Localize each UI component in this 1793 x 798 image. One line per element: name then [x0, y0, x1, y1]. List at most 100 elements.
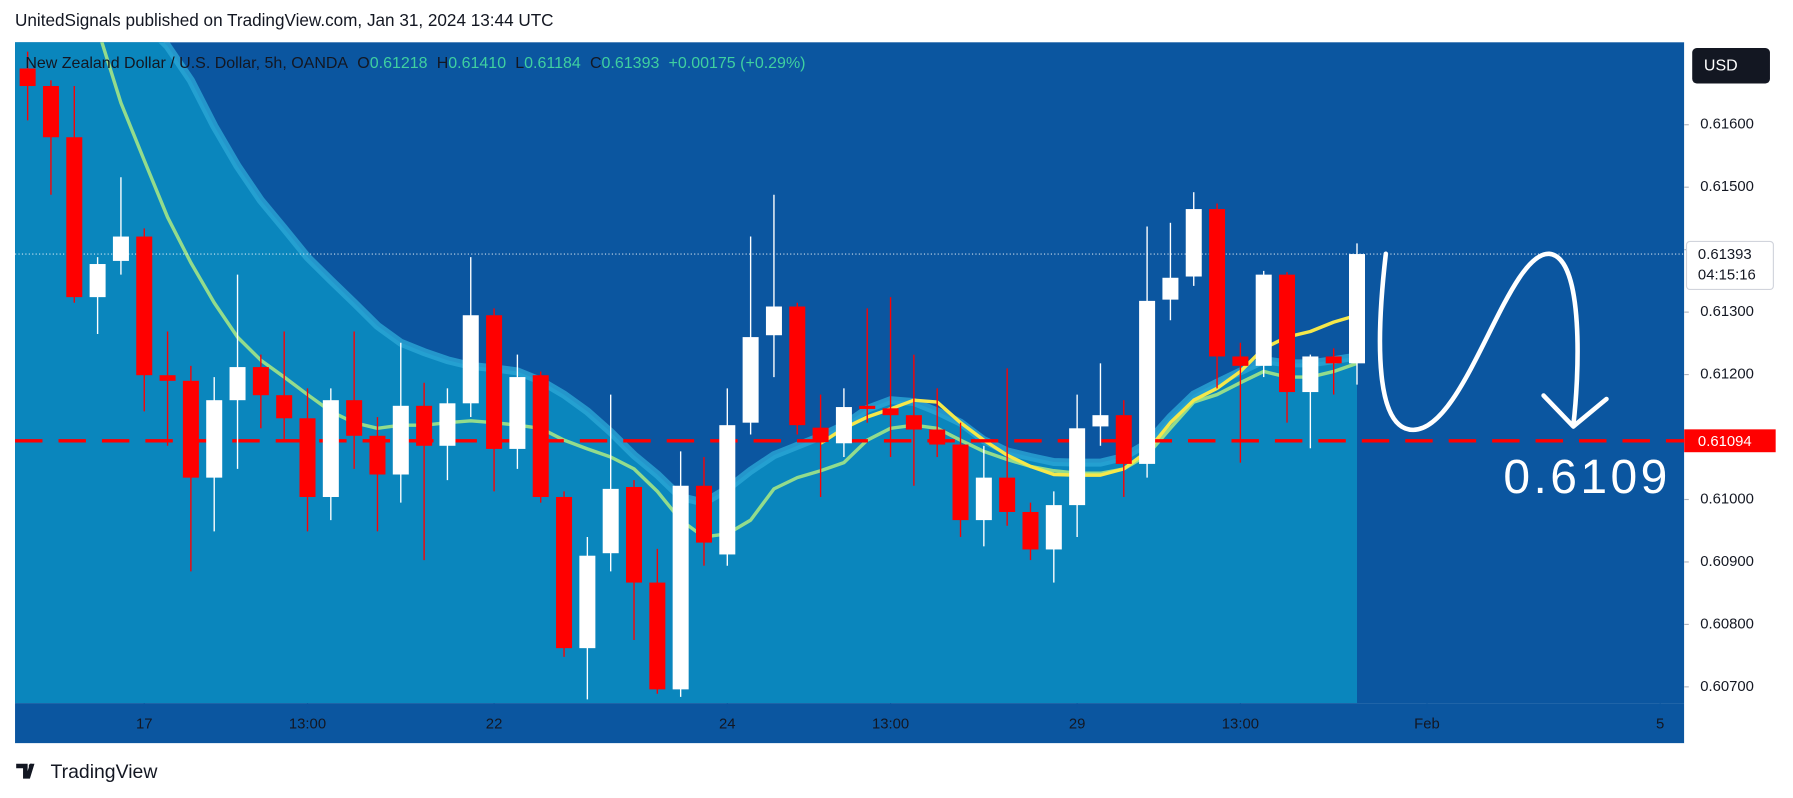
candle-body: [999, 477, 1016, 512]
level-price-label: 0.61094: [1698, 434, 1752, 450]
candle-body: [462, 315, 479, 404]
annotation-arrowhead: [1541, 393, 1609, 429]
y-tick-label: 0.60800: [1700, 616, 1754, 632]
candle-body: [1139, 300, 1156, 464]
candle-body: [882, 408, 899, 416]
last-price-box: [1685, 240, 1774, 291]
y-tick-label: 0.60700: [1700, 679, 1754, 695]
candle-body: [89, 264, 106, 298]
candle-body: [905, 415, 922, 430]
candle-body: [1069, 428, 1086, 506]
ohlc-value: 0.61410: [448, 55, 506, 72]
candle-body: [136, 236, 153, 376]
candle-body: [112, 236, 129, 261]
x-tick-label: 17: [136, 717, 153, 733]
candle-body: [252, 367, 269, 396]
candle-body: [975, 477, 992, 521]
band-edge: [158, 42, 1358, 507]
y-tick-label: 0.60900: [1700, 554, 1754, 570]
candle-body: [1279, 274, 1296, 393]
candle-body: [556, 496, 573, 649]
candle-body: [66, 137, 83, 298]
plot-area: [15, 42, 1685, 704]
candle-body: [929, 429, 946, 445]
candle-body: [532, 375, 549, 497]
candle-body: [509, 377, 526, 449]
x-tick-label: 13:00: [872, 717, 909, 733]
candle-body: [765, 306, 782, 336]
candle-body: [859, 405, 876, 409]
ohlc-key: O: [357, 55, 369, 72]
ohlc-value: 0.61184: [524, 55, 581, 72]
y-tick-label: 0.61600: [1700, 117, 1754, 133]
candle-body: [952, 444, 969, 521]
candle-body: [1022, 511, 1039, 550]
publish-header: UnitedSignals published on TradingView.c…: [15, 10, 554, 30]
candle-body: [159, 375, 176, 381]
candle-body: [486, 315, 503, 449]
brand-name: TradingView: [50, 761, 158, 783]
candle-body: [626, 487, 643, 583]
candle-body: [439, 403, 456, 446]
logo-dot: [28, 763, 34, 769]
candle-body: [649, 582, 666, 690]
countdown-label: 04:15:16: [1698, 268, 1756, 284]
candle-body: [1162, 277, 1179, 300]
candle-body: [1045, 505, 1062, 550]
candle-body: [416, 405, 433, 446]
axes: 0.607000.608000.609000.610000.611000.612…: [136, 117, 1776, 733]
candle-body: [42, 86, 59, 138]
ohlc-value: 0.61393: [602, 55, 660, 72]
candle-body: [182, 380, 199, 478]
x-tick-label: 22: [486, 717, 503, 733]
candle-body: [812, 427, 829, 443]
candle-body: [742, 337, 759, 423]
ohlc-value: 0.61218: [370, 55, 428, 72]
ohlc-key: L: [515, 55, 524, 72]
symbol-legend: New Zealand Dollar / U.S. Dollar, 5h, OA…: [25, 55, 805, 72]
candle-body: [1115, 415, 1132, 464]
change: +0.00175 (+0.29%): [669, 55, 806, 72]
candle-body: [1255, 274, 1272, 366]
candle-body: [1325, 356, 1342, 364]
candle-body: [229, 367, 246, 401]
candle-body: [695, 485, 712, 543]
candle-body: [206, 400, 223, 478]
candle-body: [672, 485, 689, 690]
x-tick-label: 24: [719, 717, 736, 733]
candle-body: [346, 400, 363, 436]
candle-body: [579, 555, 596, 649]
candle-body: [1302, 356, 1319, 393]
y-tick-label: 0.61000: [1700, 491, 1754, 507]
level-price-box: [1684, 429, 1776, 453]
candle-body: [19, 68, 36, 87]
y-tick-label: 0.61300: [1700, 304, 1754, 320]
candle-body: [1209, 209, 1226, 357]
annotation-arrow: [1377, 251, 1580, 433]
x-tick-label: 13:00: [1222, 717, 1259, 733]
candle-body: [1232, 356, 1249, 366]
x-tick-label: 29: [1069, 717, 1086, 733]
candle-body: [1092, 415, 1109, 427]
candle-body: [299, 418, 316, 497]
brand-logo: [16, 763, 35, 779]
candle-body: [719, 425, 736, 555]
candle-body: [276, 395, 293, 419]
ohlc-key: H: [437, 55, 449, 72]
time-axis-background: [15, 703, 1685, 744]
last-price-label: 0.61393: [1698, 247, 1752, 263]
band-area: [15, 42, 1357, 704]
annotation-text: 0.6109: [1503, 451, 1670, 504]
currency-button[interactable]: [1692, 48, 1770, 84]
ohlc-key: C: [590, 55, 602, 72]
candle-body: [789, 306, 806, 426]
candle-body: [835, 407, 852, 444]
symbol-title: New Zealand Dollar / U.S. Dollar, 5h, OA…: [25, 55, 348, 72]
y-tick-label: 0.61500: [1700, 179, 1754, 195]
candle-body: [1185, 209, 1202, 277]
x-tick-label: 5: [1656, 717, 1664, 733]
candle-body: [369, 435, 386, 475]
price-axis-background: [1684, 42, 1776, 744]
y-tick-label: 0.61200: [1700, 367, 1754, 383]
